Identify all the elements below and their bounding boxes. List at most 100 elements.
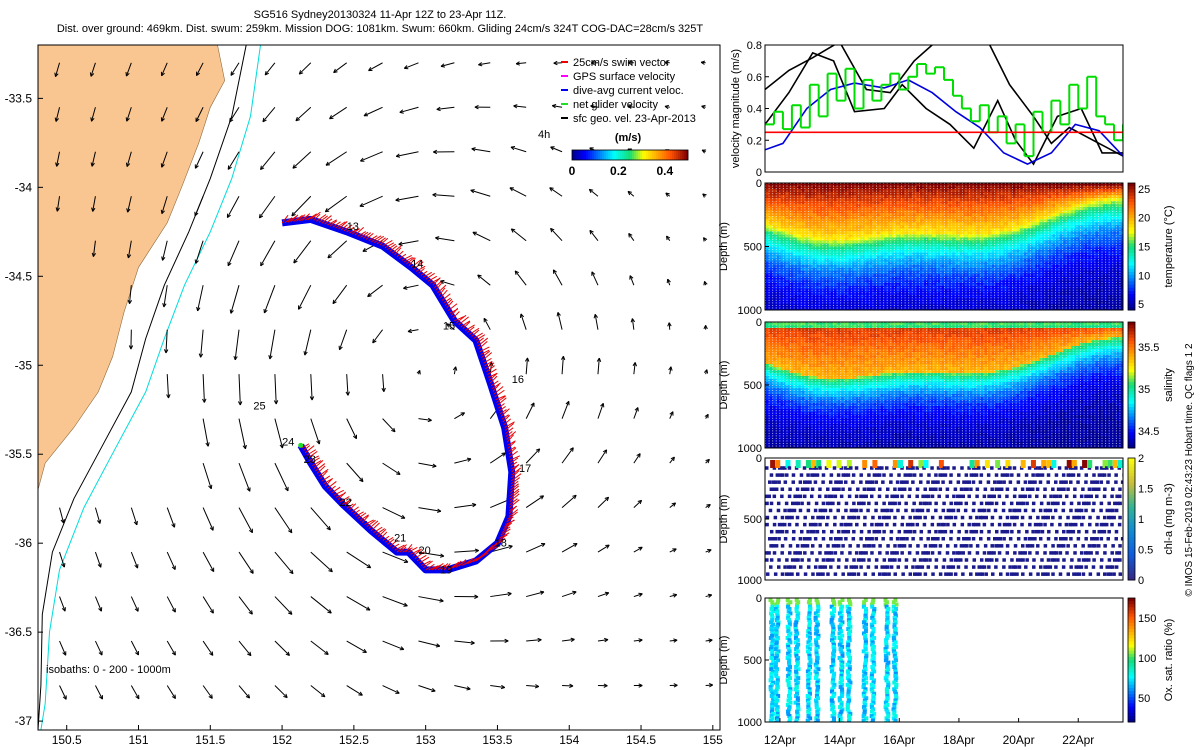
day-label: 14: [411, 258, 423, 270]
y-tick-label: -35: [15, 358, 33, 372]
day-label: 22: [340, 497, 352, 509]
y-tick-label: -36: [15, 536, 33, 550]
colorbar-label: salinity: [1163, 368, 1175, 402]
velocity-panel: 0 0.2 0.4 0.6 0.8 velocity magnitude (m/s): [730, 40, 1124, 179]
velocity-series: [765, 45, 1123, 157]
colorbar-tick-label: 150: [1138, 613, 1156, 625]
colorbar-tick-label: 15: [1138, 242, 1150, 254]
depth-tick-label: 500: [744, 242, 762, 254]
y-tick-label: -36.5: [5, 625, 33, 639]
colorbar-tick-label: 25: [1138, 184, 1150, 196]
y-tick-label: -34: [15, 180, 33, 194]
colorbar-tick-label: 34.5: [1138, 426, 1159, 438]
depth-axis-label: Depth (m): [718, 222, 730, 271]
depth-tick-label: 1000: [738, 575, 762, 587]
velocity-y-tick: 0.2: [747, 135, 762, 147]
date-tick-label: 22Apr: [1062, 733, 1094, 747]
y-tick-label: -35.5: [5, 447, 33, 461]
velocity-arrows: [54, 60, 714, 700]
day-label: 17: [519, 463, 531, 475]
colorbar-unit: (m/s): [615, 132, 642, 144]
depth-axis-label: Depth (m): [718, 361, 730, 410]
colorbar-tick-label: 1.5: [1138, 484, 1153, 496]
dac-track: [281, 215, 516, 574]
depth-tick-label: 0: [756, 593, 762, 605]
x-tick-label: 151.5: [195, 733, 225, 747]
section-colorbar: [1127, 321, 1136, 449]
date-tick-label: 14Apr: [824, 733, 856, 747]
credit-text: © IMOS 15-Feb-2019 02:43:23 Hobart time.…: [1184, 343, 1195, 596]
section-panel: 0 500 1000 Depth (m) 50 100 150 Ox. sat. ratio …: [718, 593, 1175, 747]
x-tick-label: 154.5: [626, 733, 656, 747]
legend-entry: net glider velocity: [573, 99, 658, 111]
section-panel: 0 500 1000 Depth (m) 0 0.5 1 1.5 2 chl-a (mg m-3): [718, 453, 1175, 587]
figure-title: SG516 Sydney20130324 11-Apr 12Z to 23-Ap…: [0, 9, 760, 21]
x-tick-label: 155: [703, 733, 723, 747]
colorbar-tick-label: 100: [1138, 653, 1156, 665]
depth-axis-label: Depth (m): [718, 495, 730, 544]
colorbar-tick-label: 5: [1138, 299, 1144, 311]
day-label: 15: [443, 321, 455, 333]
depth-tick-label: 1000: [738, 305, 762, 317]
colorbar-tick-label: 2: [1138, 453, 1144, 465]
depth-tick-label: 1000: [738, 443, 762, 455]
section-panel: 0 500 1000 Depth (m) 5 10 15 20 25 temperature (°…: [718, 178, 1175, 317]
colorbar-tick-label: 10: [1138, 270, 1150, 282]
colorbar-tick-label: 35.5: [1138, 342, 1159, 354]
depth-tick-label: 0: [756, 453, 762, 465]
day-label: 21: [394, 532, 406, 544]
date-tick-label: 18Apr: [943, 733, 975, 747]
day-label: 20: [418, 545, 430, 557]
depth-tick-label: 500: [744, 514, 762, 526]
x-tick-label: 154: [559, 733, 579, 747]
day-label: 25: [253, 401, 265, 413]
colorbar-tick-label: 0.5: [1138, 545, 1153, 557]
legend-interval: 4h: [538, 129, 550, 141]
day-label: 13: [347, 221, 359, 233]
legend-entry: sfc geo. vel. 23-Apr-2013: [573, 113, 696, 125]
depth-tick-label: 1000: [738, 717, 762, 729]
section-colorbar: [1127, 597, 1136, 723]
velocity-y-tick: 0.8: [747, 40, 762, 52]
section-colorbar: [1127, 457, 1136, 581]
date-tick-label: 20Apr: [1003, 733, 1035, 747]
x-tick-label: 152: [272, 733, 292, 747]
velocity-series: [765, 63, 1123, 158]
map-area: 13 14 15 16 17 18 19 20 21 22 23 24 25: [38, 45, 714, 730]
colorbar-tick-label: 35: [1138, 384, 1150, 396]
colorbar-label: chl-a (mg m-3): [1163, 483, 1175, 555]
x-tick-label: 150.5: [52, 733, 82, 747]
land-mass: [38, 45, 226, 490]
colorbar-tick-label: 0.4: [656, 164, 673, 178]
day-label: 16: [512, 374, 524, 386]
glider-track: 13 14 15 16 17 18 19 20 21 22 23 24 25: [253, 211, 531, 576]
depth-tick-label: 500: [744, 380, 762, 392]
velocity-y-label: velocity magnitude (m/s): [730, 49, 742, 168]
map-frame: [37, 44, 721, 731]
legend-entry: dive-avg current veloc.: [573, 85, 684, 97]
legend-entry: GPS surface velocity: [573, 71, 676, 83]
x-tick-label: 153: [416, 733, 436, 747]
y-tick-label: -37: [15, 714, 33, 728]
colorbar-tick-label: 50: [1138, 693, 1150, 705]
isobath-note: isobaths: 0 - 200 - 1000m: [46, 664, 171, 676]
x-tick-label: 153.5: [482, 733, 512, 747]
legend-entry: 25cm/s swim vector: [573, 57, 670, 69]
velocity-y-tick: 0.4: [747, 104, 762, 116]
day-label: 18: [495, 538, 507, 550]
y-tick-label: -34.5: [5, 269, 33, 283]
day-label: 19: [440, 564, 452, 576]
colorbar-tick-label: 0.2: [610, 164, 627, 178]
x-tick-label: 152.5: [339, 733, 369, 747]
velocity-y-tick: 0.6: [747, 72, 762, 84]
depth-tick-label: 500: [744, 655, 762, 667]
day-label: 24: [282, 436, 294, 448]
isobath-200m: [38, 45, 247, 730]
date-tick-label: 12Apr: [764, 733, 796, 747]
velocity-series: [765, 51, 1123, 166]
track-end-marker: [298, 442, 304, 448]
colorbar-tick-label: 1: [1138, 514, 1144, 526]
colorbar-tick-label: 0: [569, 164, 576, 178]
velocity-y-tick: 0: [756, 167, 762, 179]
